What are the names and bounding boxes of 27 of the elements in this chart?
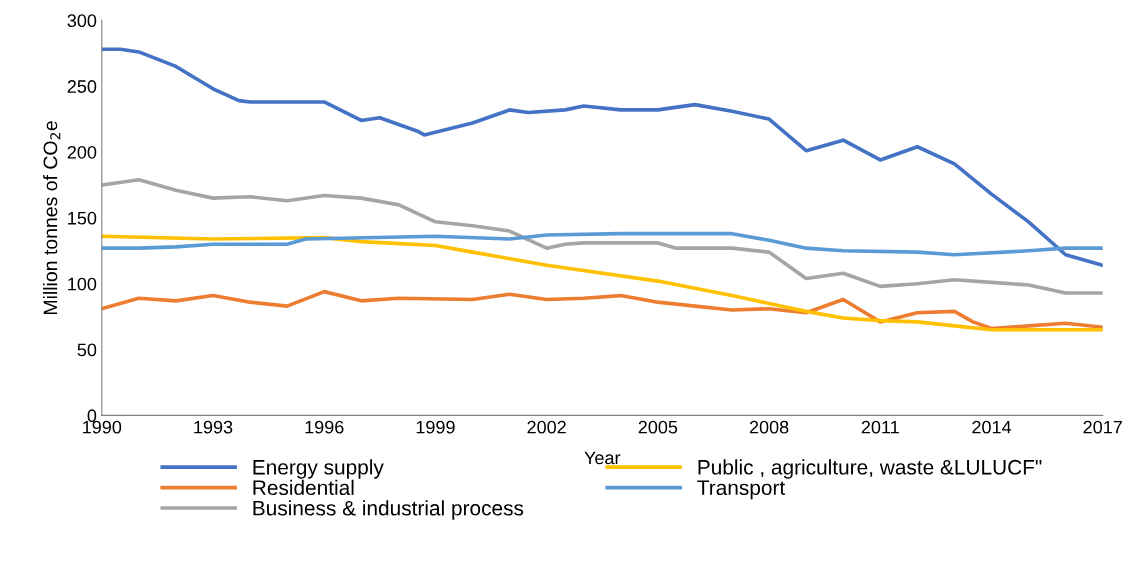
y-axis-title: Million tonnes of CO$_{2}$e <box>43 121 61 314</box>
x-tick-label: 2008 <box>749 420 789 434</box>
line-series <box>101 234 1103 332</box>
legend-label: Energy supply <box>253 459 384 479</box>
y-tick-label: 300 <box>67 14 97 28</box>
x-tick-label: 2017 <box>1083 420 1122 434</box>
x-tick-label: 2011 <box>861 420 899 434</box>
legend-label: Business & industrial process <box>253 500 524 520</box>
line-series <box>101 177 1103 295</box>
y-tick-label: 200 <box>67 145 97 159</box>
x-tick-label: 2005 <box>638 420 678 434</box>
y-tick-label: 50 <box>77 343 97 357</box>
y-tick-label: 150 <box>68 211 97 225</box>
legend-label: Transport <box>697 480 786 500</box>
line-series <box>101 231 1103 257</box>
x-tick-label: 2002 <box>527 420 566 434</box>
x-tick-label: 1996 <box>305 420 344 434</box>
line-series <box>101 289 1103 331</box>
line-series <box>101 47 1103 268</box>
x-tick-label: 1993 <box>194 420 233 434</box>
legend-label: Public , agriculture, waste &LULUCF" <box>698 459 1042 479</box>
x-tick-label: 1999 <box>416 420 455 434</box>
x-axis-title: Year <box>584 451 621 465</box>
x-tick-label: 2014 <box>972 420 1012 434</box>
legend-label: Residential <box>253 479 354 496</box>
y-tick-label: 250 <box>67 80 97 93</box>
y-tick-label: 100 <box>68 277 97 291</box>
